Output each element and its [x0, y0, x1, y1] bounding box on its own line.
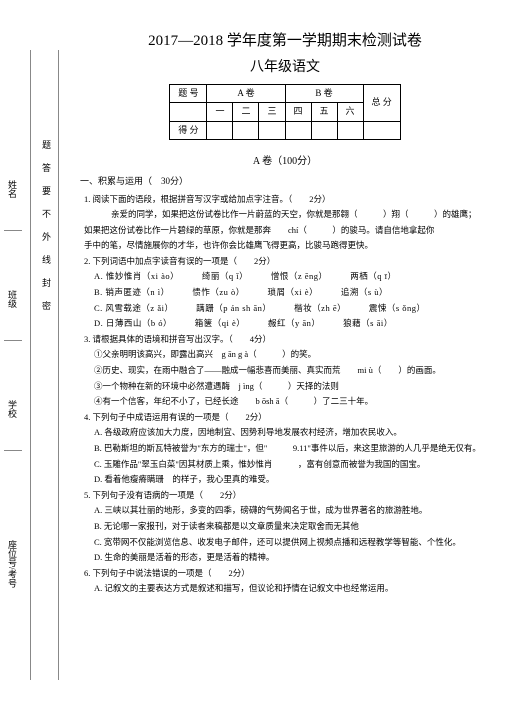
exam-title-line2: 八年级语文 — [80, 57, 490, 78]
q4-C: C. 玉雕作品"翠玉白菜"因其材质上乘，惟妙惟肖 ，富有创意而被誉为我国的国宝。 — [94, 458, 490, 472]
seal-line-2 — [58, 50, 59, 680]
side-label-name: 姓名 — [6, 180, 19, 198]
q3-stem: 3. 请根据具体的语境和拼音写出汉字。（ 4分） — [84, 333, 490, 347]
exam-title-line1: 2017—2018 学年度第一学期期末检测试卷 — [80, 30, 490, 53]
col-4: 四 — [285, 103, 311, 122]
score-cell — [207, 121, 233, 140]
th-empty — [170, 103, 207, 122]
q2-optB: B. 销声匿迹（n ì） 愦怍（zu ò） 琐屑（xi è） 追溯（s ù） — [94, 286, 490, 300]
q3-i2: ②历史、现实，在雨中融合了——融成一幅悲喜而美丽、真实而荒 mi ù（ ）的画面… — [94, 364, 490, 378]
seal-line-1 — [30, 50, 31, 680]
th-group-b: B 卷 — [285, 84, 363, 103]
q3-i3: ③一个物种在新的环境中必然遭遇酶 j ìng（ ）天择的法则 — [94, 380, 490, 394]
q1-body3: 手中的笔，尽情施展你的才华，也许你会比雄鹰飞得更高，比骏马跑得更快。 — [84, 239, 490, 253]
th-group-a: A 卷 — [207, 84, 285, 103]
score-cell — [285, 121, 311, 140]
side-blank-1 — [4, 230, 22, 231]
col-5: 五 — [311, 103, 337, 122]
part1-heading: 一、积累与运用（ 30分） — [80, 175, 490, 189]
col-2: 二 — [233, 103, 259, 122]
q4-D: D. 看着他瘦瘠瞒珊 的样子，我心里真的难受。 — [94, 473, 490, 487]
q5-A: A. 三峡以其壮丽的地形，多变的四季，磅礴的气势闻名于世，成为世界著名的旅游胜地… — [94, 504, 490, 518]
side-blank-3 — [4, 450, 22, 451]
q5-D: D. 生命的美丽是活着的形态，更是活着的精神。 — [94, 551, 490, 565]
binding-margin: 姓名 班级 学校 座位号/考号 题答要不外线封密 — [0, 0, 80, 714]
col-6: 六 — [337, 103, 363, 122]
section-a-heading: A 卷（100分） — [80, 154, 490, 169]
side-label-seat: 座位号/考号 — [6, 540, 19, 588]
q4-A: A. 各级政府应该加大力度，因地制宜、因势利导地发展农村经济，增加农民收入。 — [94, 426, 490, 440]
side-label-class: 班级 — [6, 290, 19, 308]
side-label-school: 学校 — [6, 400, 19, 418]
th-label-score: 得 分 — [170, 121, 207, 140]
q6-A: A. 记叙文的主要表达方式是叙述和描写，但议论和抒情在记叙文中也经常运用。 — [94, 582, 490, 596]
col-1: 一 — [207, 103, 233, 122]
q4-B: B. 巴勒斯坦的斯瓦特被誉为"东方的瑞士"，但" 9.11"事件以后，来这里旅游… — [94, 442, 490, 456]
page-content: 2017—2018 学年度第一学期期末检测试卷 八年级语文 题 号 A 卷 B … — [80, 30, 490, 598]
q6-stem: 6. 下列句子中说法错误的一项是（ 2分） — [84, 567, 490, 581]
col-3: 三 — [259, 103, 285, 122]
score-cell — [337, 121, 363, 140]
q5-C: C. 宽带网不仅能浏览信息、收发电子邮件，还可以提供网上视频点播和远程教学等智能… — [94, 536, 490, 550]
q2-optC: C. 风雪载途（z ǎi） 蹒跚（p án sh ān） 楷妆（zh ē） 震悚… — [94, 302, 490, 316]
q5-stem: 5. 下列句子没有语病的一项是（ 2分） — [84, 489, 490, 503]
score-cell — [311, 121, 337, 140]
q3-i4: ④有一个信客，年纪不小了，已经长途 b ōsh ā（ ）了二三十年。 — [94, 395, 490, 409]
score-cell — [233, 121, 259, 140]
q5-B: B. 无论哪一家报刊，对于读者来稿都是以文章质量来决定取舍而无其他 — [94, 520, 490, 534]
q4-stem: 4. 下列句子中成语运用有误的一项是（ 2分） — [84, 411, 490, 425]
q2-optA: A. 惟妙惟肖（xi ào） 绮丽（q ǐ） 憎恨（z ēng） 两栖（q ī） — [94, 270, 490, 284]
q1-body1: 亲爱的同学，如果把这份试卷比作一片蔚蓝的天空，你就是那翱（ ）翔（ ）的雄鹰； — [94, 208, 490, 222]
q3-i1: ①父亲明明该高兴，即露出高兴 g ān g à（ ）的笑。 — [94, 348, 490, 362]
th-total: 总 分 — [363, 84, 400, 121]
seal-text: 题答要不外线封密 — [40, 140, 53, 324]
q1-body2: 如果把这份试卷比作一片碧绿的草原，你就是那奔 chí（ ）的骏马。请自信地拿起你 — [84, 224, 490, 238]
q2-optD: D. 日薄西山（b ó） 箱箧（qi è） 赧红（y ān） 狼藉（s āi） — [94, 317, 490, 331]
q2-stem: 2. 下列词语中加点字读音有误的一项是（ 2分） — [84, 255, 490, 269]
score-cell — [259, 121, 285, 140]
q1-stem: 1. 阅读下面的语段，根据拼音写汉字或给加点字注音。（ 2分） — [84, 193, 490, 207]
side-blank-2 — [4, 340, 22, 341]
th-label-num: 题 号 — [170, 84, 207, 103]
score-table: 题 号 A 卷 B 卷 总 分 一 二 三 四 五 六 得 分 — [169, 84, 401, 141]
score-cell — [363, 121, 400, 140]
